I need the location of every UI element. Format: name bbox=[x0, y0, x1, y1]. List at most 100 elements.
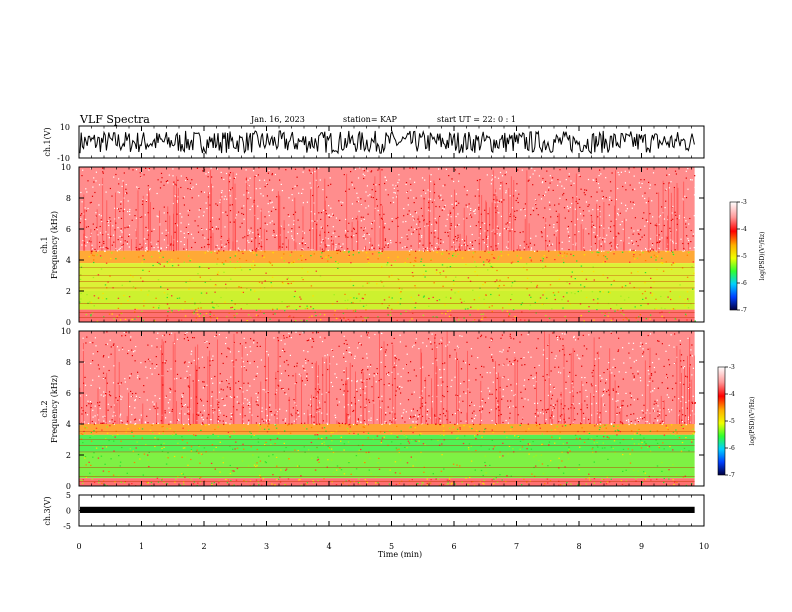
spectrogram-speckle bbox=[207, 243, 209, 246]
spectrogram-speckle bbox=[692, 235, 694, 237]
spectrogram-speckle bbox=[239, 413, 241, 415]
spectrogram-speckle bbox=[245, 346, 247, 349]
spectrogram-speckle bbox=[581, 219, 583, 221]
spectrogram-speckle bbox=[456, 224, 458, 226]
spectrogram-speckle bbox=[182, 473, 184, 475]
start-time-label: start UT = 22: 0 : 1 bbox=[437, 115, 516, 124]
spectrogram-speckle bbox=[279, 246, 281, 248]
spectrogram-speckle bbox=[387, 406, 389, 408]
spectrogram-speckle bbox=[663, 183, 665, 185]
spectrogram-speckle bbox=[210, 251, 212, 254]
spectrogram-speckle bbox=[276, 417, 278, 419]
spectrogram-speckle bbox=[638, 182, 640, 184]
spectrogram-speckle bbox=[414, 257, 417, 259]
spectrogram-speckle bbox=[463, 391, 465, 393]
spectrogram-speckle bbox=[672, 449, 674, 451]
spectrogram-speckle bbox=[271, 201, 273, 203]
spectrogram-speckle bbox=[395, 241, 397, 244]
spectrogram-speckle bbox=[319, 313, 321, 315]
spectrogram-speckle bbox=[485, 236, 488, 238]
spectrogram-speckle bbox=[206, 384, 208, 386]
spectrogram-speckle bbox=[332, 385, 334, 387]
spectrogram-speckle bbox=[321, 393, 323, 395]
spectrogram-speckle bbox=[668, 182, 670, 184]
spectrogram-speckle bbox=[618, 371, 620, 373]
spectrogram-speckle bbox=[466, 341, 468, 343]
spectrogram-speckle bbox=[577, 202, 579, 204]
spectrogram-streak bbox=[97, 388, 99, 424]
spectrogram-streak bbox=[545, 218, 547, 251]
spectrogram-streak bbox=[79, 387, 81, 424]
spectrogram-streak bbox=[148, 192, 150, 251]
spectrogram-speckle bbox=[492, 477, 494, 479]
spectrogram-speckle bbox=[478, 204, 480, 206]
spectrogram-speckle bbox=[597, 216, 599, 218]
spectrogram-speckle bbox=[141, 428, 144, 430]
spectrogram-speckle bbox=[229, 387, 231, 389]
spectrogram-speckle bbox=[277, 370, 279, 373]
spectrogram-speckle bbox=[631, 240, 633, 242]
spectrogram-speckle bbox=[128, 235, 130, 237]
spectrogram-speckle bbox=[113, 365, 115, 367]
spectrogram-speckle bbox=[250, 350, 252, 352]
spectrogram-speckle bbox=[672, 479, 674, 481]
spectrogram-speckle bbox=[479, 320, 482, 322]
spectrogram-streak bbox=[421, 352, 422, 424]
spectrogram-speckle bbox=[304, 308, 306, 310]
spectrogram-speckle bbox=[580, 188, 582, 190]
spectrogram-speckle bbox=[337, 262, 339, 264]
spectrogram-speckle bbox=[193, 313, 195, 315]
spectrogram-speckle bbox=[207, 196, 209, 198]
spectrogram-speckle bbox=[495, 211, 497, 214]
spectrogram-speckle bbox=[345, 360, 347, 362]
spectrogram-speckle bbox=[310, 414, 312, 417]
spectrogram-speckle bbox=[246, 320, 248, 322]
spectrogram-speckle bbox=[306, 373, 308, 375]
spectrogram-speckle bbox=[378, 252, 380, 254]
spectrogram-speckle bbox=[524, 319, 526, 321]
spectrogram-speckle bbox=[691, 179, 693, 181]
spectrogram-speckle bbox=[190, 397, 192, 399]
spectrogram-speckle bbox=[595, 385, 597, 387]
spectrogram-speckle bbox=[298, 192, 300, 194]
spectrogram-speckle bbox=[191, 350, 193, 352]
spectrogram-speckle bbox=[99, 401, 101, 403]
spectrogram-speckle bbox=[645, 342, 647, 344]
spectrogram-speckle bbox=[388, 304, 390, 307]
spectrogram-speckle bbox=[395, 185, 397, 187]
spectrogram-speckle bbox=[146, 399, 148, 401]
spectrogram-speckle bbox=[419, 407, 421, 409]
spectrogram-speckle bbox=[84, 457, 86, 459]
spectrogram-speckle bbox=[113, 423, 115, 425]
spectrogram-speckle bbox=[354, 357, 356, 359]
spectrogram-speckle bbox=[360, 379, 362, 381]
spectrogram-speckle bbox=[135, 246, 137, 249]
spectrogram-speckle bbox=[493, 446, 496, 448]
spectrogram-speckle bbox=[209, 228, 211, 231]
spectrogram-speckle bbox=[210, 405, 212, 407]
spectrogram-speckle bbox=[475, 379, 477, 381]
spectrogram-speckle bbox=[463, 167, 465, 169]
spectrogram-speckle bbox=[203, 246, 206, 248]
spectrogram-speckle bbox=[663, 224, 665, 227]
spectrogram-streak bbox=[394, 358, 396, 424]
spectrogram-speckle bbox=[358, 293, 360, 295]
spectrogram-speckle bbox=[229, 172, 232, 174]
spectrogram-speckle bbox=[434, 334, 437, 336]
spectrogram-speckle bbox=[182, 197, 184, 199]
spectrogram-speckle bbox=[223, 178, 225, 180]
spectrogram-speckle bbox=[300, 375, 302, 377]
spectrogram-speckle bbox=[165, 396, 167, 398]
spectrogram-speckle bbox=[332, 243, 334, 245]
spectrogram-speckle bbox=[613, 237, 615, 239]
spectrogram-speckle bbox=[181, 216, 183, 218]
spectrogram-speckle bbox=[311, 366, 313, 368]
spectrogram-speckle bbox=[132, 276, 134, 278]
spectrogram-speckle bbox=[110, 395, 112, 397]
spectrogram-speckle bbox=[588, 204, 590, 206]
spectrogram-speckle bbox=[367, 256, 369, 259]
spectrogram-speckle bbox=[498, 212, 500, 214]
spectrogram-speckle bbox=[122, 180, 124, 182]
spectrogram-speckle bbox=[255, 422, 257, 424]
spectrogram-speckle bbox=[520, 334, 523, 336]
